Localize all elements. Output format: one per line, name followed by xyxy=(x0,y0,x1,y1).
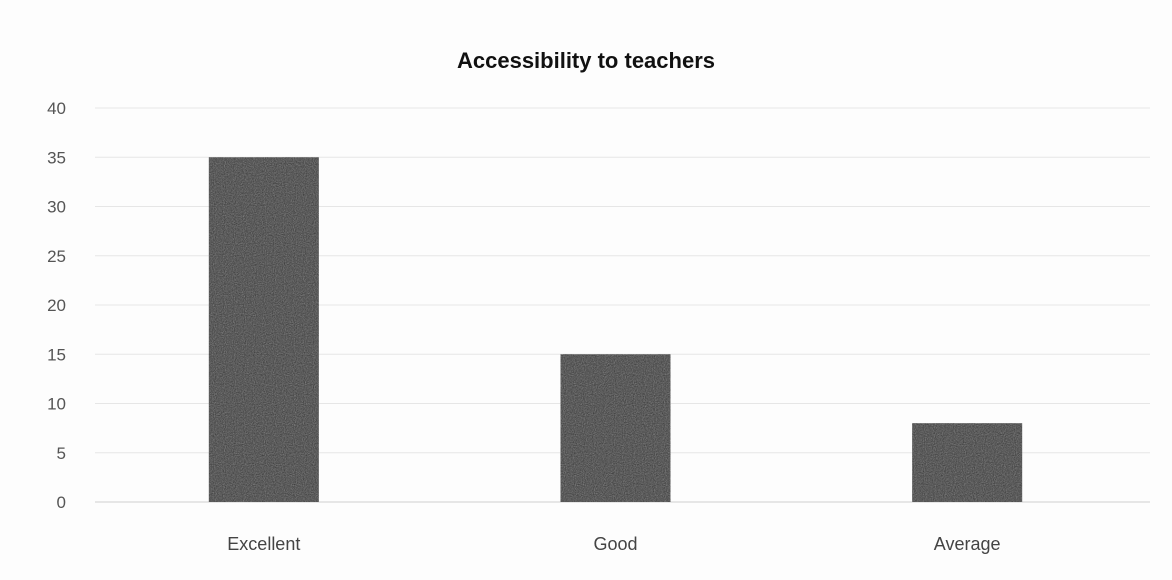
x-category-label: Good xyxy=(593,534,637,554)
x-category-label: Average xyxy=(934,534,1001,554)
x-category-label: Excellent xyxy=(227,534,300,554)
bar-average xyxy=(912,423,1023,502)
y-axis-ticks: 0 5 10 15 20 25 30 35 40 xyxy=(47,99,66,512)
y-tick-label: 20 xyxy=(47,296,66,315)
bar-excellent xyxy=(208,157,319,502)
bar-good xyxy=(560,354,671,502)
y-tick-label: 40 xyxy=(47,99,66,118)
bars xyxy=(208,157,1023,502)
y-tick-label: 30 xyxy=(47,198,66,217)
y-tick-label: 35 xyxy=(47,148,66,167)
y-tick-label: 25 xyxy=(47,247,66,266)
y-tick-label: 5 xyxy=(57,444,66,463)
x-axis-categories: Excellent Good Average xyxy=(227,534,1000,554)
chart-title: Accessibility to teachers xyxy=(456,48,715,73)
y-tick-label: 15 xyxy=(47,345,66,364)
y-tick-label: 0 xyxy=(57,493,66,512)
y-tick-label: 10 xyxy=(47,395,66,414)
